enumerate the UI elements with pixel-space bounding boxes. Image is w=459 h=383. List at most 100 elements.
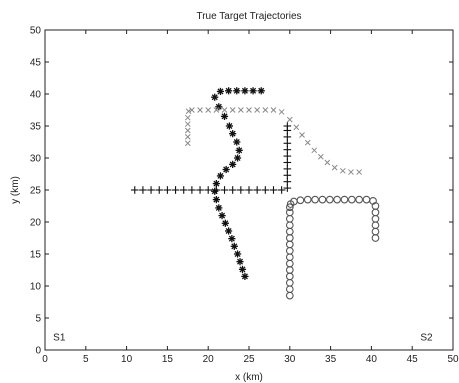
data-marks	[130, 87, 380, 300]
x-tick-label: 45	[407, 354, 419, 365]
data-point	[221, 219, 229, 227]
data-point	[339, 167, 346, 174]
x-tick-label: 30	[284, 354, 296, 365]
y-tick-label: 45	[30, 58, 42, 69]
x-tick-label: 40	[366, 354, 378, 365]
y-tick-label: 50	[30, 26, 42, 37]
data-point	[303, 195, 312, 204]
data-point	[245, 186, 253, 194]
data-point	[171, 186, 180, 194]
data-point	[213, 107, 220, 113]
data-point	[233, 154, 242, 162]
data-point	[147, 186, 155, 194]
data-point	[333, 195, 341, 204]
data-point	[340, 195, 349, 204]
chart-title: True Target Trajectories	[196, 11, 301, 22]
data-point	[235, 146, 243, 154]
data-point	[304, 139, 311, 146]
data-point	[184, 127, 191, 134]
data-point	[347, 195, 356, 204]
data-point	[225, 122, 234, 130]
data-point	[233, 138, 241, 146]
y-tick-label: 10	[30, 282, 42, 293]
data-point	[283, 158, 292, 167]
y-tick-label: 15	[30, 250, 42, 261]
data-point	[311, 195, 319, 204]
data-point	[184, 134, 191, 140]
data-point	[269, 186, 278, 194]
data-point	[331, 164, 338, 171]
data-point	[229, 130, 237, 138]
series-plus	[130, 122, 292, 194]
data-point	[220, 186, 229, 194]
data-point	[233, 87, 241, 95]
x-tick-label: 5	[83, 354, 89, 365]
data-point	[299, 132, 305, 138]
data-point	[318, 195, 327, 204]
data-point	[356, 169, 363, 175]
data-point	[229, 160, 237, 168]
data-point	[139, 186, 147, 194]
data-point	[196, 186, 204, 194]
data-point	[278, 109, 285, 115]
series-cross	[184, 107, 363, 175]
data-point	[241, 272, 249, 280]
data-point	[155, 186, 164, 194]
data-point	[324, 159, 331, 166]
data-point	[283, 165, 292, 173]
data-point	[163, 186, 172, 194]
data-point	[130, 186, 139, 194]
data-point	[254, 107, 261, 113]
data-point	[212, 196, 220, 204]
data-point	[197, 107, 203, 113]
data-point	[325, 195, 334, 204]
data-point	[221, 107, 228, 113]
data-point	[188, 186, 196, 194]
data-point	[185, 108, 192, 115]
data-point	[215, 204, 223, 212]
data-point	[283, 122, 292, 130]
data-point	[317, 153, 324, 160]
x-tick-label: 25	[243, 354, 255, 365]
x-tick-label: 35	[325, 354, 337, 365]
data-point	[218, 212, 226, 220]
axis-ticks: 0 5 10 15 20 25 30 35 40 45 50 0 5 10 15 20 25 30 35 40 45 50	[30, 26, 459, 366]
annotation-s2: S2	[420, 332, 433, 343]
data-point	[229, 107, 236, 113]
data-point	[283, 139, 292, 148]
data-point	[216, 87, 225, 96]
x-tick-label: 50	[447, 354, 459, 365]
data-point	[348, 169, 354, 175]
data-point	[216, 172, 225, 180]
x-axis-label: x (km)	[235, 372, 263, 383]
data-point	[311, 147, 318, 154]
data-point	[246, 107, 252, 113]
data-point	[215, 103, 223, 111]
y-tick-label: 40	[30, 90, 42, 101]
data-point	[283, 177, 292, 186]
y-tick-label: 5	[35, 314, 41, 325]
data-point	[270, 107, 277, 113]
data-point	[293, 124, 300, 131]
data-point	[262, 107, 269, 113]
data-point	[283, 145, 292, 154]
data-point	[184, 121, 191, 127]
data-point	[212, 180, 220, 188]
series-asterisk	[211, 87, 265, 280]
y-tick-label: 20	[30, 218, 42, 229]
data-point	[277, 186, 286, 194]
data-point	[238, 265, 247, 273]
data-point	[257, 87, 265, 95]
annotation-s1: S1	[53, 332, 66, 343]
data-point	[236, 258, 244, 266]
data-point	[205, 107, 212, 113]
data-point	[285, 208, 294, 217]
data-point	[212, 186, 221, 194]
y-tick-label: 30	[30, 154, 42, 165]
data-point	[296, 196, 305, 205]
data-point	[283, 152, 292, 160]
data-point	[220, 112, 229, 120]
data-point	[189, 107, 195, 113]
data-point	[261, 186, 270, 194]
data-point	[283, 133, 292, 141]
